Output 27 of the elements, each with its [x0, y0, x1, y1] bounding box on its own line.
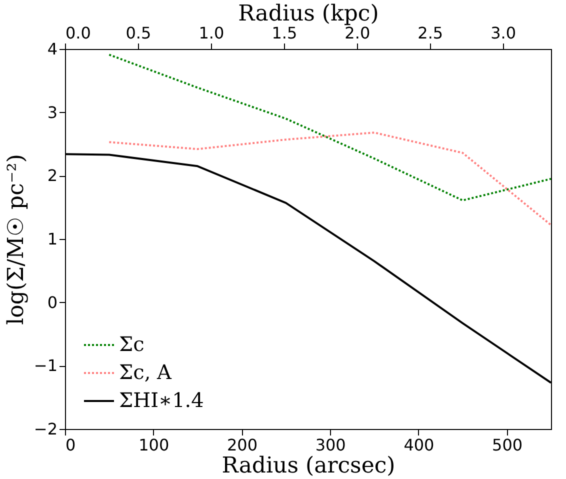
- line-series: [108, 54, 551, 202]
- y-tick-label: −2: [34, 420, 58, 438]
- x-tick-label: 300: [315, 436, 346, 454]
- x2-axis-title: Radius (kpc): [238, 2, 379, 26]
- x2-tick-label: 0.0: [66, 24, 91, 42]
- y-tick-label: 4: [47, 40, 58, 58]
- x2-tick-label: 0.5: [126, 24, 152, 42]
- y-axis-title: log(Σ/M☉ pc⁻²): [4, 154, 29, 325]
- y-tick-label: 2: [47, 166, 58, 186]
- legend-label: Σc, A: [119, 360, 172, 384]
- legend-label: ΣHI∗1.4: [119, 388, 204, 412]
- x-tick-label: 200: [226, 436, 258, 454]
- x-tick-label: 400: [404, 436, 434, 454]
- x-tick-label: 0: [66, 436, 76, 454]
- x-axis-title: Radius (arcsec): [222, 454, 396, 478]
- x2-tick-label: 1.0: [198, 24, 224, 42]
- y-tick-label: 1: [47, 230, 58, 248]
- x2-tick-label: 2.5: [418, 24, 444, 42]
- x2-tick-label: 3.0: [490, 24, 516, 42]
- y-tick-label: 0: [47, 292, 58, 312]
- legend-label: Σc: [119, 332, 144, 356]
- x2-tick-label: 1.5: [272, 24, 298, 42]
- line-series: [108, 132, 551, 226]
- y-tick-label: 3: [47, 102, 58, 122]
- x-tick-label: 100: [138, 436, 170, 454]
- x-tick-label: 500: [492, 436, 523, 454]
- y-tick-label: −1: [34, 356, 58, 376]
